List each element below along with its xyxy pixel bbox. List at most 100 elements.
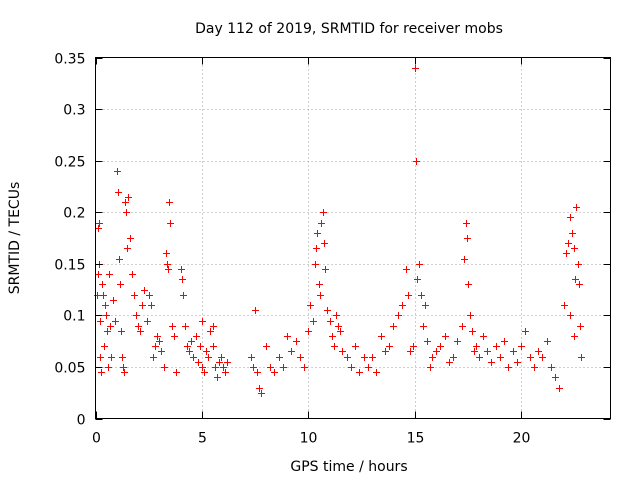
data-point [418, 292, 425, 299]
data-point [188, 338, 195, 345]
data-point [267, 364, 274, 371]
data-point [320, 209, 327, 216]
x-tick-label: 10 [300, 431, 318, 447]
data-point [433, 348, 440, 355]
data-point [105, 364, 112, 371]
data-point [101, 343, 108, 350]
data-point [144, 318, 151, 325]
data-point [102, 302, 109, 309]
y-tick-label: 0.35 [54, 52, 85, 68]
ticks-layer: 0 0.05 0.1 0.15 0.2 0.25 0.3 0.35 0 5 10 15 20 [54, 52, 611, 447]
data-point [252, 307, 259, 314]
data-point [399, 302, 406, 309]
data-point [156, 338, 163, 345]
data-point [182, 323, 189, 330]
data-point [484, 348, 491, 355]
data-point [403, 266, 410, 273]
data-point [544, 338, 551, 345]
data-point [339, 348, 346, 355]
data-point [318, 220, 325, 227]
data-point [467, 312, 474, 319]
data-point [99, 281, 106, 288]
data-point [118, 328, 125, 335]
data-point [422, 302, 429, 309]
data-point [527, 354, 534, 361]
x-tick-label: 5 [198, 431, 207, 447]
data-point [97, 354, 104, 361]
data-point [337, 328, 344, 335]
data-point [133, 312, 140, 319]
y-tick-label: 0.05 [54, 361, 85, 377]
data-point [556, 385, 563, 392]
data-point [250, 364, 257, 371]
data-point [437, 343, 444, 350]
data-point [571, 245, 578, 252]
data-point [180, 292, 187, 299]
data-point [327, 318, 334, 325]
data-point [446, 359, 453, 366]
grid-layer [95, 57, 611, 419]
data-point [563, 250, 570, 257]
data-point [141, 287, 148, 294]
y-axis-label: SRMTID / TECUs [7, 182, 23, 295]
data-point [459, 323, 466, 330]
data-point [575, 261, 582, 268]
data-point [331, 343, 338, 350]
data-point [97, 318, 104, 325]
x-axis-label: GPS time / hours [290, 459, 407, 475]
data-point [161, 364, 168, 371]
data-point [103, 312, 110, 319]
data-point [164, 261, 171, 268]
data-point [110, 297, 117, 304]
data-point [116, 256, 123, 263]
data-point [522, 328, 529, 335]
data-point [167, 220, 174, 227]
data-point [129, 271, 136, 278]
data-point [276, 354, 283, 361]
y-tick-label: 0.2 [63, 206, 85, 222]
data-point [119, 354, 126, 361]
data-point [195, 359, 202, 366]
data-point [190, 354, 197, 361]
data-point [100, 292, 107, 299]
data-point [135, 323, 142, 330]
data-point [199, 364, 206, 371]
data-point [114, 168, 121, 175]
data-point [186, 348, 193, 355]
data-point [314, 230, 321, 237]
data-point [205, 354, 212, 361]
data-point [571, 333, 578, 340]
y-tick-label: 0.15 [54, 258, 85, 274]
data-point [461, 256, 468, 263]
data-point [139, 302, 146, 309]
data-point [335, 323, 342, 330]
data-point [427, 364, 434, 371]
data-point [216, 359, 223, 366]
data-point [420, 323, 427, 330]
data-point [199, 318, 206, 325]
data-point [146, 292, 153, 299]
data-point [166, 199, 173, 206]
data-point [288, 348, 295, 355]
data-point [463, 220, 470, 227]
data-point [480, 333, 487, 340]
data-point [395, 312, 402, 319]
data-point [98, 369, 105, 376]
data-point [248, 354, 255, 361]
data-point [131, 292, 138, 299]
data-point [454, 338, 461, 345]
data-point [424, 338, 431, 345]
data-point [123, 209, 130, 216]
data-point [465, 281, 472, 288]
data-point [569, 230, 576, 237]
data-point [106, 271, 113, 278]
data-point [429, 354, 436, 361]
data-point [416, 261, 423, 268]
data-point [169, 323, 176, 330]
data-point [171, 333, 178, 340]
data-point [442, 333, 449, 340]
data-point [95, 271, 102, 278]
data-point [107, 323, 114, 330]
y-tick-label: 0 [77, 413, 86, 429]
data-point [469, 328, 476, 335]
